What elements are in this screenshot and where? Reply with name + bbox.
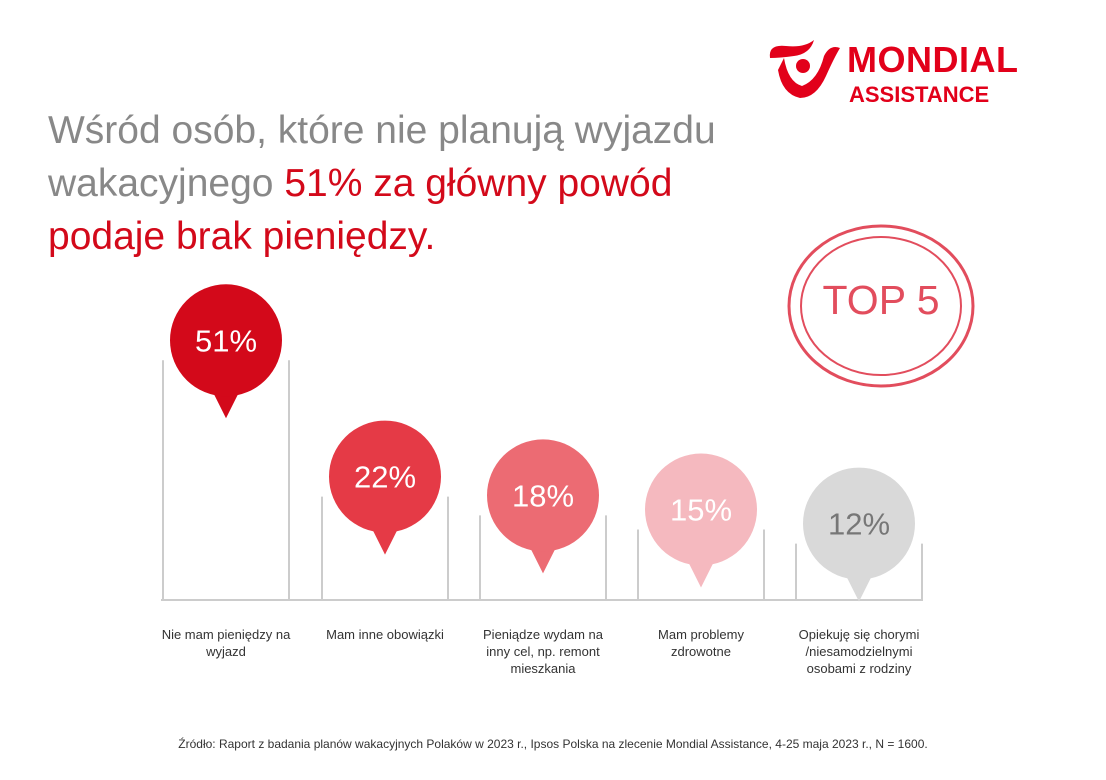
logo-brand-subname: ASSISTANCE <box>849 82 990 107</box>
bubble-pointer-1 <box>213 392 239 419</box>
bar-3 <box>479 515 607 601</box>
top5-badge: TOP 5 <box>786 222 976 390</box>
bar-1 <box>162 360 290 601</box>
category-label-3: Pieniądze wydam na inny cel, np. remont … <box>483 627 603 676</box>
value-bubble-2 <box>329 420 441 533</box>
value-bubble-1 <box>170 284 282 397</box>
category-label-2: Mam inne obowiązki <box>326 627 444 642</box>
bubble-pointer-5 <box>846 575 872 602</box>
category-label-5: Opiekuję się chorymi /niesamodzielnymi o… <box>798 627 920 676</box>
value-bubble-3 <box>487 439 599 552</box>
headline-gray-text: Wśród osób, które nie planują wyjazdu wa… <box>48 109 716 205</box>
logo-emblem-icon <box>769 40 840 98</box>
badge-rings <box>787 224 975 388</box>
bar-2 <box>321 496 449 601</box>
value-label-2: 22% <box>354 460 416 495</box>
bar-4 <box>637 529 765 601</box>
logo-brand-name: MONDIAL <box>847 39 1019 80</box>
source-note: Źródło: Raport z badania planów wakacyjn… <box>178 737 928 751</box>
value-label-5: 12% <box>828 507 890 542</box>
value-label-1: 51% <box>195 323 257 358</box>
headline-red-text: 51% za główny powód podaje brak pieniędz… <box>48 162 673 258</box>
category-label-4: Mam problemy zdrowotne <box>658 627 744 659</box>
value-bubble-4 <box>645 453 757 566</box>
bubble-pointer-4 <box>688 561 714 588</box>
badge-label: TOP 5 <box>822 277 940 323</box>
headline: Wśród osób, które nie planują wyjazdu wa… <box>48 104 768 263</box>
value-label-3: 18% <box>512 478 574 513</box>
category-label-1: Nie mam pieniędzy na wyjazd <box>161 627 291 659</box>
mondial-assistance-logo: MONDIAL ASSISTANCE <box>764 30 1064 110</box>
bubble-pointer-2 <box>372 528 398 555</box>
bubble-pointer-3 <box>530 547 556 574</box>
value-label-4: 15% <box>670 493 732 528</box>
value-bubble-5 <box>803 467 915 580</box>
